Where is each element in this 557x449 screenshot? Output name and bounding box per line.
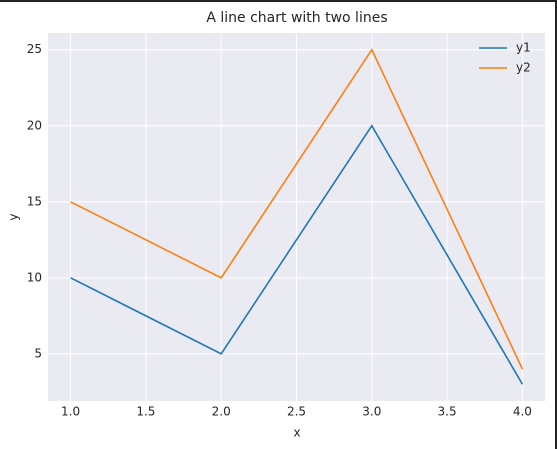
line-series bbox=[70, 124, 524, 385]
x-tick-label: 4.0 bbox=[513, 405, 532, 419]
x-tick-label: 2.0 bbox=[212, 405, 231, 419]
x-tick-label: 3.0 bbox=[362, 405, 381, 419]
y-tick-label: 15 bbox=[27, 194, 42, 208]
x-tick-label: 2.5 bbox=[287, 405, 306, 419]
line-series bbox=[70, 48, 524, 370]
x-tick-label: 1.0 bbox=[61, 405, 80, 419]
chart-title: A line chart with two lines bbox=[206, 10, 387, 26]
x-tick-label: 3.5 bbox=[438, 405, 457, 419]
legend-label: y1 bbox=[516, 41, 531, 55]
legend-label: y2 bbox=[516, 61, 531, 75]
y-tick-label: 5 bbox=[34, 346, 42, 360]
x-tick-label: 1.5 bbox=[136, 405, 155, 419]
x-axis-label: x bbox=[293, 426, 300, 440]
y-tick-label: 20 bbox=[27, 118, 42, 132]
y-axis-label: y bbox=[7, 213, 21, 220]
y-tick-label: 25 bbox=[27, 42, 42, 56]
y-tick-label: 10 bbox=[27, 270, 42, 284]
